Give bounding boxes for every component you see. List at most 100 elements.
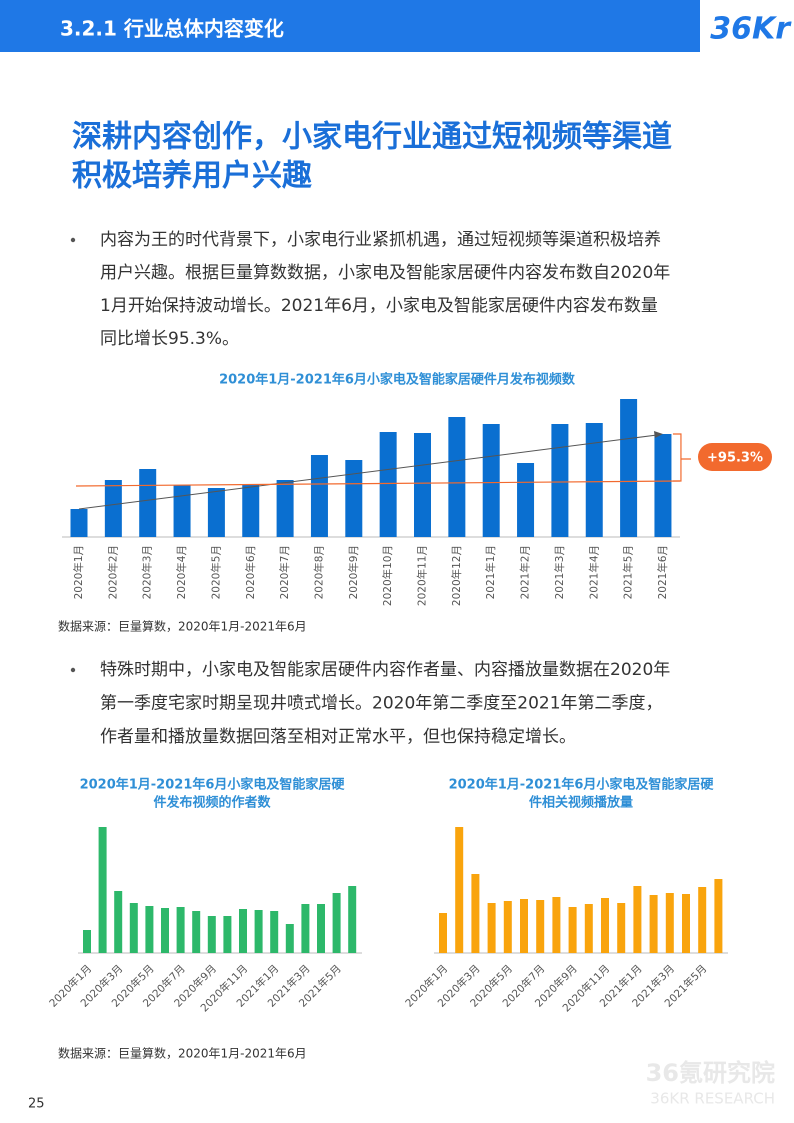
bar	[301, 904, 310, 953]
x-tick-label: 2020年6月	[244, 545, 257, 599]
bar	[585, 423, 603, 537]
bar	[285, 924, 294, 953]
paragraph-line: 同比增长95.3%。	[100, 329, 239, 349]
chart-title: 2020年1月-2021年6月小家电及智能家居硬件月发布视频数	[219, 372, 576, 388]
x-tick-label: 2020年8月	[312, 545, 325, 599]
trend-line	[78, 434, 658, 510]
bar	[223, 916, 232, 953]
x-tick-label: 2020年7月	[278, 545, 291, 599]
bar	[317, 904, 325, 953]
paragraph-line: 特殊时期中，小家电及智能家居硬件内容作者量、内容播放量数据在2020年	[100, 660, 670, 680]
logo: 36Kr	[710, 12, 792, 47]
bar	[617, 903, 626, 953]
bar	[714, 879, 723, 953]
x-tick-label: 2021年6月	[656, 545, 669, 599]
bar	[568, 907, 577, 953]
bullet	[70, 237, 76, 243]
bar	[551, 424, 569, 537]
x-tick-label: 2020年1月	[72, 545, 85, 599]
bar	[70, 509, 88, 537]
paragraph-line: 内容为王的时代背景下，小家电行业紧抓机遇，通过短视频等渠道积极培养	[100, 230, 661, 250]
bar	[584, 904, 593, 953]
chart-title: 件发布视频的作者数	[153, 795, 271, 811]
bar	[239, 909, 247, 953]
bar	[552, 897, 561, 953]
bar	[379, 432, 397, 537]
x-tick-label: 2020年3月	[141, 545, 154, 599]
annotation-badge	[698, 443, 772, 471]
bar	[698, 887, 707, 953]
x-tick-label: 2021年3月	[553, 545, 566, 599]
bar	[192, 911, 201, 953]
x-tick-label: 2020年9月	[347, 545, 360, 599]
page-number: 25	[28, 1097, 45, 1112]
bar	[129, 903, 138, 953]
chart-title: 2020年1月-2021年6月小家电及智能家居硬	[449, 777, 715, 793]
bar	[439, 913, 447, 953]
bar	[620, 399, 638, 537]
bar	[455, 827, 464, 953]
bar	[345, 460, 363, 537]
bar	[487, 903, 496, 953]
bar	[173, 485, 191, 537]
x-tick-label: 2021年5月	[622, 545, 635, 599]
bar	[471, 874, 480, 953]
annotation: +95.3%	[707, 451, 763, 466]
page-title: 积极培养用户兴趣	[72, 159, 312, 194]
bar	[139, 469, 157, 537]
header-bar	[0, 0, 700, 52]
bar	[649, 895, 658, 953]
bracket	[672, 433, 691, 482]
bar	[520, 899, 528, 953]
paragraph-line: 1月开始保持波动增长。2021年6月，小家电及智能家居硬件内容发布数量	[100, 296, 658, 316]
bar	[503, 901, 512, 953]
x-tick-label: 2020年10月	[381, 545, 394, 606]
bar	[207, 488, 225, 537]
paragraph-line: 作者量和播放量数据回落至相对正常水平，但也保持稳定增长。	[100, 727, 576, 747]
source-note: 数据来源：巨量算数，2020年1月-2021年6月	[58, 1046, 307, 1061]
section-title: 3.2.1 行业总体内容变化	[60, 17, 284, 41]
x-tick-label: 2020年2月	[106, 545, 119, 599]
source-note: 数据来源：巨量算数，2020年1月-2021年6月	[58, 619, 307, 634]
bar	[114, 891, 123, 953]
bar	[633, 886, 642, 953]
x-tick-label: 2020年11月	[416, 545, 429, 606]
bar	[98, 827, 107, 953]
bar	[414, 433, 431, 537]
x-tick-label: 2021年2月	[519, 545, 532, 599]
bar	[145, 906, 154, 953]
bar	[83, 930, 91, 953]
bar	[276, 480, 294, 537]
trend-arrow	[653, 431, 663, 438]
charts: 2020年1月-2021年6月小家电及智能家居硬件月发布视频数 2020年1月 20…	[47, 372, 772, 1014]
x-tick-label: 2020年12月	[450, 545, 463, 606]
watermark: 36氪研究院	[646, 1059, 775, 1087]
bar	[682, 894, 690, 953]
bar	[254, 910, 263, 953]
bar	[242, 484, 260, 537]
x-tick-label: 2020年4月	[175, 545, 188, 599]
bar	[448, 417, 466, 537]
bar	[517, 463, 535, 537]
reference-line	[75, 480, 681, 487]
paragraph-line: 第一季度宅家时期呈现井喷式增长。2020年第二季度至2021年第二季度，	[100, 694, 663, 714]
bar	[654, 434, 672, 537]
bar	[482, 424, 500, 537]
bar	[161, 908, 169, 953]
bar	[536, 900, 545, 953]
bar	[207, 916, 216, 953]
bar	[270, 911, 279, 953]
paragraph: 内容为王的时代背景下，小家电行业紧抓机遇，通过短视频等渠道积极培养用户兴趣。根据…	[70, 230, 670, 349]
x-tick-label: 2021年1月	[484, 545, 497, 599]
bar	[348, 886, 357, 953]
chart-title: 2020年1月-2021年6月小家电及智能家居硬	[80, 777, 346, 793]
paragraph-line: 用户兴趣。根据巨量算数数据，小家电及智能家居硬件内容发布数自2020年	[100, 263, 670, 283]
bar	[176, 907, 185, 953]
watermark: 36KR RESEARCH	[650, 1090, 775, 1108]
bar	[665, 893, 674, 953]
bullet	[70, 667, 76, 673]
x-tick-label: 2021年4月	[587, 545, 600, 599]
bar	[601, 898, 609, 953]
bar	[104, 480, 122, 537]
